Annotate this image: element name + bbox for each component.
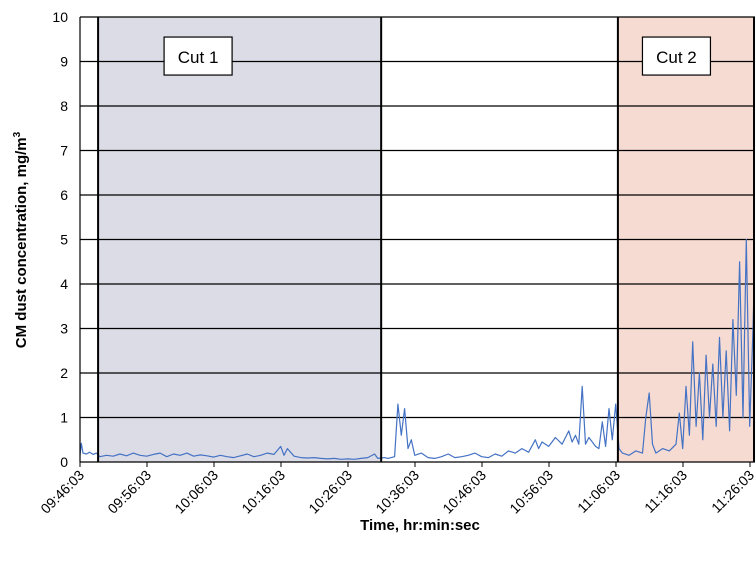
series-area: [79, 226, 755, 460]
x-tick-label-7: 10:56:03: [506, 467, 556, 517]
y-tick-label-4: 4: [60, 276, 68, 292]
y-tick-label-8: 8: [60, 98, 68, 114]
y-tick-label-7: 7: [60, 143, 68, 159]
x-axis-title: Time, hr:min:sec: [360, 517, 480, 534]
cut-label-text-2: Cut 2: [656, 48, 697, 67]
cut-label-box-1: Cut 1: [163, 36, 233, 76]
x-tick-label-4: 10:26:03: [305, 467, 355, 517]
cut-boundaries: [97, 17, 755, 462]
y-tick-label-9: 9: [60, 54, 68, 70]
axes: [79, 17, 755, 463]
x-tick-label-6: 10:46:03: [439, 467, 489, 517]
cut-labels: Cut 1 Cut 2: [163, 36, 712, 76]
x-tick-label-1: 09:56:03: [104, 467, 154, 517]
x-tick-label-8: 11:06:03: [574, 467, 623, 516]
cut-label-box-2: Cut 2: [641, 36, 712, 76]
cut-label-text-1: Cut 1: [178, 48, 219, 67]
y-axis-title-superscript: 3: [12, 131, 23, 137]
x-tick-label-2: 10:06:03: [171, 467, 221, 517]
series-line-1: [79, 226, 755, 460]
cut-label-frame-2: [641, 36, 712, 76]
y-axis-title: CM dust concentration, mg/m3: [12, 131, 30, 348]
cut-label-frame-1: [163, 36, 233, 76]
y-tick-label-10: 10: [52, 9, 68, 25]
x-tick-label-3: 10:16:03: [238, 467, 288, 517]
x-tick-label-5: 10:36:03: [372, 467, 422, 517]
x-tick-label-10: 11:26:03: [708, 467, 755, 516]
y-tick-label-3: 3: [60, 321, 68, 337]
y-tick-label-1: 1: [60, 410, 68, 426]
y-tick-label-6: 6: [60, 187, 68, 203]
y-tick-label-0: 0: [60, 454, 68, 470]
x-tick-label-0: 09:46:03: [37, 467, 87, 517]
x-tick-label-9: 11:16:03: [641, 467, 690, 516]
y-axis-title-main: CM dust concentration, mg/m: [13, 137, 30, 348]
grid: [80, 16, 755, 419]
y-tick-label-5: 5: [60, 232, 68, 248]
y-tick-label-2: 2: [60, 365, 68, 381]
